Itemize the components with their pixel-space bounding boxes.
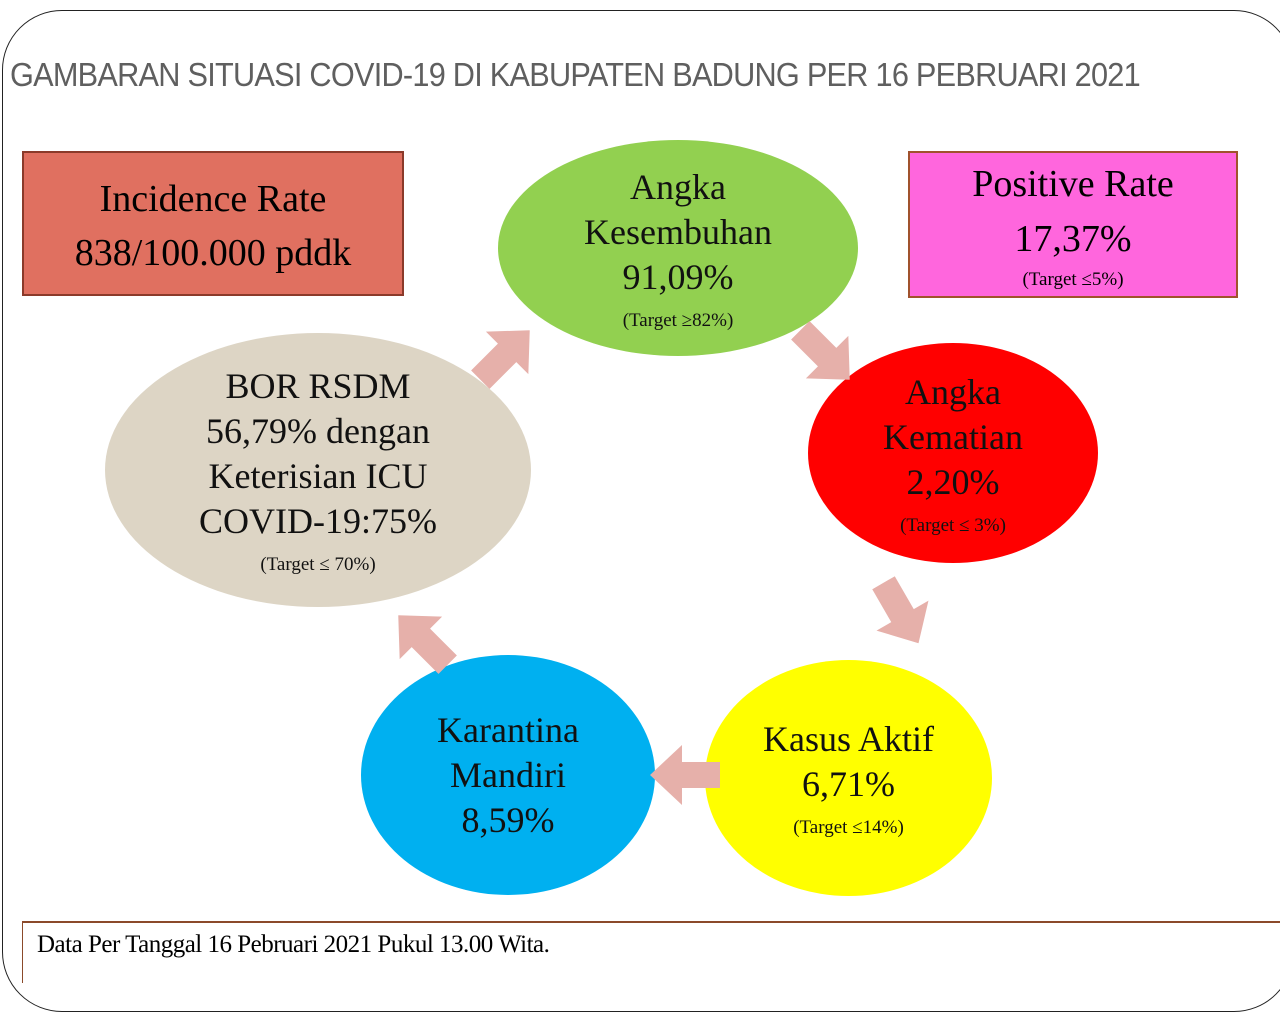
karantina-label-1: Karantina (437, 709, 579, 750)
arrow-icon (650, 745, 720, 805)
karantina-label-2: Mandiri (450, 754, 566, 795)
kematian-value: 2,20% (906, 461, 1000, 502)
bor-target: (Target ≤ 70%) (260, 554, 376, 575)
karantina-ellipse: Karantina Mandiri 8,59% (361, 655, 655, 895)
incidence-value: 838/100.000 pddk (74, 232, 352, 274)
kesembuhan-label-2: Kesembuhan (584, 211, 772, 252)
incidence-label: Incidence Rate (99, 178, 327, 220)
arrow-icon (791, 321, 850, 380)
arrow-icon (471, 330, 530, 389)
bor-label-2: 56,79% dengan (206, 411, 430, 451)
aktif-target: (Target ≤14%) (793, 817, 904, 838)
karantina-value: 8,59% (461, 799, 555, 840)
kesembuhan-target: (Target ≥82%) (622, 309, 734, 331)
kematian-target: (Target ≤ 3%) (900, 514, 1006, 536)
incidence-rate-box: Incidence Rate 838/100.000 pddk (22, 151, 404, 296)
kesembuhan-value: 91,09% (622, 256, 734, 297)
positive-label: Positive Rate (972, 163, 1174, 205)
aktif-label: Kasus Aktif (763, 719, 934, 759)
footer-box: Data Per Tanggal 16 Pebruari 2021 Pukul … (22, 921, 1280, 983)
footer-text: Data Per Tanggal 16 Pebruari 2021 Pukul … (37, 931, 550, 958)
positive-rate-box: Positive Rate 17,37% (Target ≤5%) (908, 151, 1238, 298)
bor-label-1: BOR RSDM (225, 366, 411, 406)
arrow-icon (398, 615, 457, 674)
arrow-icon (872, 576, 929, 644)
kasus-aktif-ellipse: Kasus Aktif 6,71% (Target ≤14%) (705, 660, 992, 896)
bor-label-4: COVID-19:75% (199, 501, 437, 541)
kematian-ellipse: Angka Kematian 2,20% (Target ≤ 3%) (808, 343, 1098, 563)
bor-label-3: Keterisian ICU (208, 456, 428, 496)
kesembuhan-label-1: Angka (630, 166, 726, 207)
aktif-value: 6,71% (802, 764, 895, 804)
kematian-label-2: Kematian (883, 416, 1023, 457)
positive-value: 17,37% (1014, 218, 1132, 260)
kesembuhan-ellipse: Angka Kesembuhan 91,09% (Target ≥82%) (498, 140, 858, 356)
positive-target: (Target ≤5%) (1022, 269, 1124, 290)
slide-title: GAMBARAN SITUASI COVID-19 DI KABUPATEN B… (10, 56, 1141, 93)
bor-ellipse: BOR RSDM 56,79% dengan Keterisian ICU CO… (105, 333, 531, 607)
kematian-label-1: Angka (905, 371, 1001, 412)
